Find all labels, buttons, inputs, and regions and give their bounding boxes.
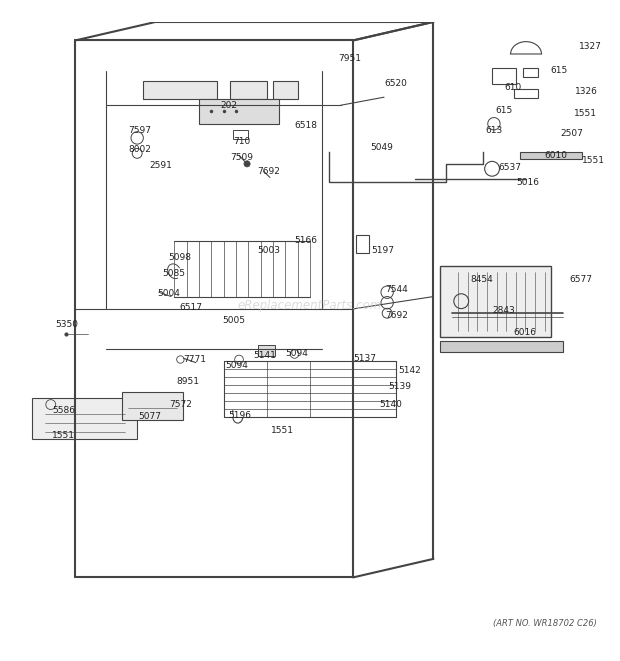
Text: 615: 615 bbox=[551, 65, 568, 75]
Text: 7572: 7572 bbox=[169, 400, 192, 409]
Text: 5166: 5166 bbox=[294, 236, 317, 245]
Text: 8454: 8454 bbox=[471, 275, 494, 284]
Text: 6016: 6016 bbox=[514, 328, 537, 337]
Text: 610: 610 bbox=[505, 83, 521, 93]
Bar bbox=[356, 235, 369, 253]
Text: 1551: 1551 bbox=[574, 109, 596, 118]
Bar bbox=[440, 266, 551, 336]
Text: 7951: 7951 bbox=[338, 54, 361, 63]
Text: 6517: 6517 bbox=[179, 303, 202, 312]
Text: 7692: 7692 bbox=[257, 167, 280, 176]
Text: 2507: 2507 bbox=[560, 129, 583, 138]
Text: 7544: 7544 bbox=[385, 285, 408, 293]
Text: 613: 613 bbox=[485, 126, 503, 135]
Text: 5098: 5098 bbox=[168, 253, 191, 262]
Circle shape bbox=[244, 161, 250, 167]
Text: 5196: 5196 bbox=[229, 411, 252, 420]
Bar bbox=[492, 68, 516, 83]
Text: 6577: 6577 bbox=[569, 275, 592, 284]
Text: (ART NO. WR18702 C26): (ART NO. WR18702 C26) bbox=[493, 619, 596, 628]
Text: 2843: 2843 bbox=[492, 306, 515, 315]
Text: 1551: 1551 bbox=[52, 431, 75, 440]
Text: 8002: 8002 bbox=[128, 145, 151, 154]
Text: 7692: 7692 bbox=[385, 311, 408, 319]
Text: 1326: 1326 bbox=[575, 87, 598, 96]
Text: 5139: 5139 bbox=[388, 381, 412, 391]
Text: 5137: 5137 bbox=[353, 354, 376, 363]
Text: 202: 202 bbox=[221, 101, 237, 110]
Text: 5142: 5142 bbox=[398, 366, 421, 375]
Text: eReplacementParts.com: eReplacementParts.com bbox=[238, 299, 382, 312]
Text: 7597: 7597 bbox=[128, 126, 151, 135]
Bar bbox=[257, 345, 275, 356]
Bar bbox=[230, 81, 267, 99]
Bar bbox=[224, 362, 396, 417]
Text: 7509: 7509 bbox=[230, 153, 253, 162]
Bar bbox=[273, 81, 298, 99]
Bar bbox=[514, 89, 538, 98]
Text: 1551: 1551 bbox=[582, 155, 604, 165]
Text: 7771: 7771 bbox=[183, 355, 206, 364]
Text: 5049: 5049 bbox=[371, 143, 393, 151]
Text: 5004: 5004 bbox=[157, 289, 180, 298]
Text: 1327: 1327 bbox=[578, 42, 601, 51]
Bar bbox=[523, 68, 538, 77]
Text: 5140: 5140 bbox=[379, 400, 402, 409]
Text: 5141: 5141 bbox=[253, 351, 276, 360]
Text: 5005: 5005 bbox=[223, 315, 246, 325]
Text: 6010: 6010 bbox=[544, 151, 567, 161]
Text: 5586: 5586 bbox=[52, 407, 75, 415]
Text: 8951: 8951 bbox=[176, 377, 199, 385]
Text: 1551: 1551 bbox=[271, 426, 294, 435]
Text: 2591: 2591 bbox=[149, 161, 172, 170]
Bar bbox=[233, 130, 248, 139]
Bar bbox=[199, 99, 279, 124]
Text: 6537: 6537 bbox=[499, 163, 522, 172]
Text: 5077: 5077 bbox=[138, 412, 161, 422]
Text: 5094: 5094 bbox=[285, 350, 308, 358]
Text: 5085: 5085 bbox=[162, 269, 185, 278]
Bar bbox=[440, 341, 563, 352]
Text: 5094: 5094 bbox=[225, 361, 248, 370]
Text: 615: 615 bbox=[495, 106, 512, 114]
Text: 5197: 5197 bbox=[372, 247, 395, 255]
Bar bbox=[122, 392, 184, 420]
Text: 5350: 5350 bbox=[56, 320, 79, 329]
Text: 5016: 5016 bbox=[516, 178, 540, 187]
Bar bbox=[143, 81, 218, 99]
Text: 710: 710 bbox=[233, 137, 250, 145]
Bar bbox=[32, 399, 137, 438]
Bar bbox=[520, 151, 582, 159]
Text: 6518: 6518 bbox=[294, 121, 317, 130]
Text: 5003: 5003 bbox=[257, 247, 280, 255]
Text: 6520: 6520 bbox=[384, 79, 407, 88]
